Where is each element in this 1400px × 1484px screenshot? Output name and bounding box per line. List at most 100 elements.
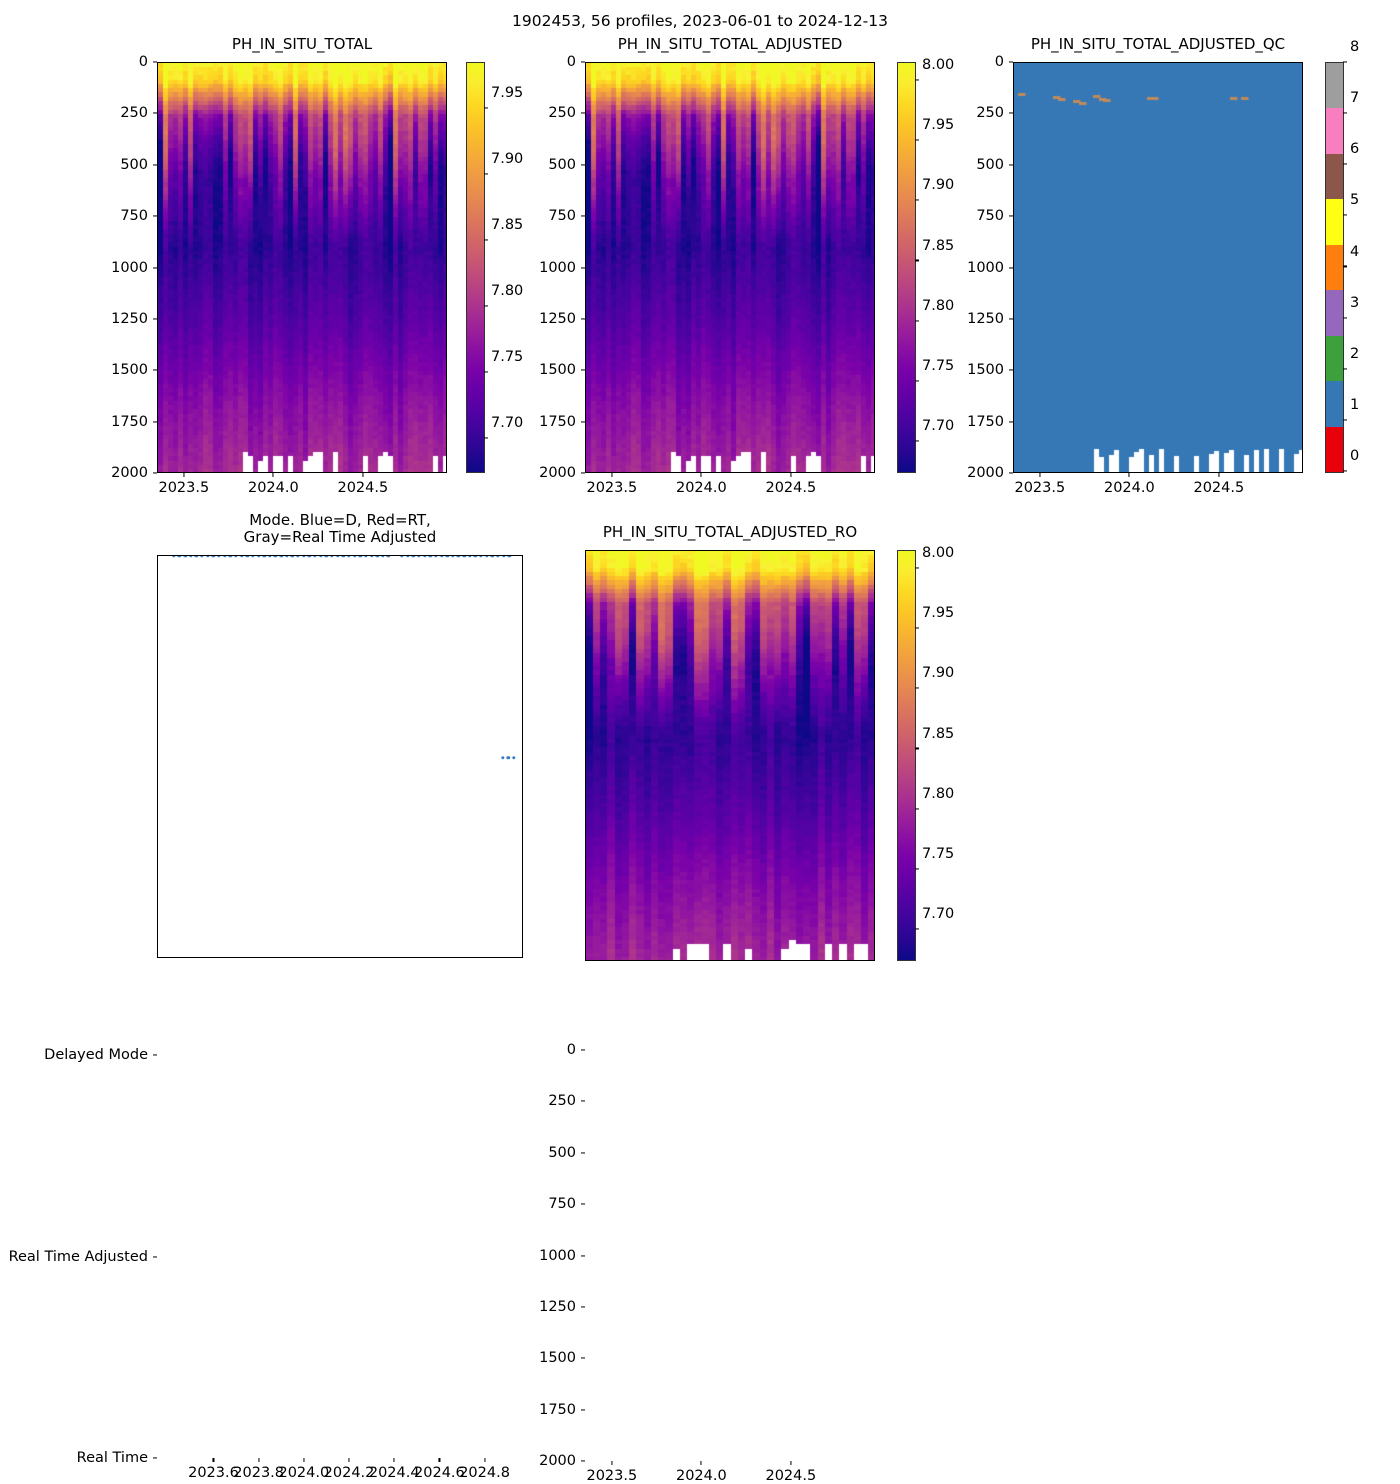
- panel-profile-mode: Mode. Blue=D, Red=RT, Gray=Real Time Adj…: [0, 500, 540, 1481]
- mode-data-point: [462, 556, 466, 558]
- y-tick-label: 1750: [539, 413, 576, 430]
- y-tick-label: 0: [138, 54, 148, 70]
- y-tick-mark: [581, 1203, 585, 1205]
- y-tick-mark: [581, 1409, 585, 1411]
- y-tick-label: 2000: [967, 465, 1004, 481]
- colorbar-tick-label: 8: [1350, 39, 1360, 55]
- mode-data-point: [445, 556, 449, 558]
- colorbar-tick-mark: [1343, 470, 1347, 472]
- mode-data-point: [296, 556, 300, 558]
- y-tick-label: 750: [548, 208, 576, 225]
- mode-data-point: [273, 556, 278, 558]
- x-tick-label: 2024.5: [337, 480, 389, 496]
- y-tick-label: 1750: [967, 413, 1004, 430]
- axes-ph-in-situ-total-adjusted-qc: [1013, 62, 1303, 473]
- mode-data-point: [279, 556, 283, 558]
- y-tick-label: 250: [976, 105, 1004, 122]
- colorbar-tick-mark: [915, 259, 919, 261]
- mode-data-point: [381, 556, 385, 558]
- x-tick-label: 2023.5: [1014, 480, 1066, 496]
- mode-data-point: [364, 556, 368, 558]
- colorbar-tick-label: 7.70: [922, 905, 955, 922]
- colorbar-ph-in-situ-total-adjusted: 7.70 7.75 7.80 7.85 7.90 7.95 8.00: [897, 57, 954, 473]
- y-tick-mark: [581, 266, 585, 269]
- x-tick-mark: [183, 473, 185, 477]
- y-tick-mark: [153, 421, 157, 423]
- colorbar-segment-flag-5: [1326, 199, 1343, 245]
- mode-data-point: [222, 556, 227, 558]
- mode-data-point: [456, 556, 461, 558]
- mode-data-point: [434, 556, 438, 558]
- y-tick-mark: [581, 1357, 585, 1359]
- mode-data-point: [411, 556, 415, 558]
- colorbar-tick-mark: [915, 868, 919, 870]
- y-tick-mark: [1009, 164, 1013, 166]
- colorbar-tick-label: 7.90: [922, 665, 955, 682]
- colorbar-tick-mark: [484, 239, 488, 241]
- mode-data-point: [234, 556, 238, 558]
- axes-ph-in-situ-total: [157, 62, 447, 473]
- y-tick-label: 2000: [539, 1453, 576, 1469]
- x-tick-label: 2024.0: [247, 480, 299, 496]
- mode-data-point: [256, 556, 261, 558]
- y-tick-label: 1250: [539, 1298, 576, 1315]
- y-tick-mark: [581, 1152, 585, 1154]
- colorbar-tick-mark: [915, 320, 919, 322]
- y-tick-mark: [581, 318, 585, 320]
- colorbar-tick-mark: [915, 567, 919, 569]
- y-tick-label: 1000: [539, 259, 576, 276]
- mode-data-point: [473, 556, 478, 558]
- panel-title-ph-in-situ-total-adjusted: PH_IN_SITU_TOTAL_ADJUSTED: [617, 35, 843, 53]
- colorbar-tick-mark: [1343, 368, 1347, 370]
- mode-data-point: [239, 556, 244, 558]
- colorbar-tick-mark: [1343, 112, 1347, 114]
- y-tick-label: 1000: [967, 259, 1004, 276]
- x-tick-label: 2023.5: [586, 480, 638, 496]
- y-tick-label: 1250: [967, 310, 1004, 327]
- axes-ph-in-situ-total-adjusted-ro: [585, 550, 875, 961]
- y-tick-mark: [581, 112, 585, 114]
- colorbar-tick-mark: [915, 139, 919, 141]
- heatmap-ph-in-situ-total-adjusted: [586, 63, 874, 472]
- y-tick-label: 1500: [539, 1350, 576, 1367]
- mode-data-point: [335, 556, 340, 558]
- mode-data-point: [500, 755, 505, 760]
- mode-data-point: [200, 556, 204, 558]
- y-tick-mark: [581, 1306, 585, 1308]
- y-tick-label: 1000: [111, 259, 148, 276]
- heatmap-ph-in-situ-total-adjusted-ro: [586, 551, 874, 960]
- y-tick-mark: [1009, 61, 1013, 63]
- mode-data-point: [251, 556, 255, 558]
- y-tick-label: 250: [548, 105, 576, 122]
- x-tick-mark: [362, 473, 364, 477]
- panel-ph-in-situ-total-adjusted-qc: PH_IN_SITU_TOTAL_ADJUSTED_QC 0 250 500 750 1…: [0, 0, 1400, 500]
- x-tick-mark: [790, 473, 792, 477]
- colorbar-tick-label: 7.75: [491, 349, 524, 366]
- colorbar-tick-label: 7.75: [922, 845, 955, 862]
- mode-data-point: [468, 556, 472, 558]
- y-tick-label: 1750: [539, 1401, 576, 1418]
- colorbar-tick-label: 7.95: [491, 85, 524, 102]
- y-tick-label: 1000: [539, 1247, 576, 1264]
- y-tick-label: 0: [994, 54, 1004, 70]
- colorbar-tick-label: 5: [1350, 192, 1360, 209]
- y-tick-label: 500: [548, 1144, 576, 1161]
- y-tick-label: 500: [120, 156, 148, 173]
- y-tick-mark: [1009, 266, 1013, 269]
- colorbar-tick-label: 7.95: [922, 117, 955, 134]
- heatmap-ph-in-situ-total-adjusted-qc: [1014, 63, 1302, 472]
- mode-data-point: [347, 556, 351, 558]
- y-tick-label: 1750: [111, 413, 148, 430]
- y-tick-mark: [153, 318, 157, 320]
- mode-data-point: [479, 556, 483, 558]
- y-tick-mark: [1009, 112, 1013, 114]
- mode-data-point: [417, 556, 421, 558]
- y-tick-mark: [153, 369, 157, 371]
- y-tick-label: 250: [120, 105, 148, 122]
- mode-data-point: [501, 556, 506, 558]
- colorbar-tick-label: 3: [1350, 294, 1360, 311]
- mode-data-point: [262, 556, 266, 558]
- panel-title-ph-in-situ-total-adjusted-qc: PH_IN_SITU_TOTAL_ADJUSTED_QC: [1030, 35, 1286, 53]
- mode-data-point: [358, 556, 362, 558]
